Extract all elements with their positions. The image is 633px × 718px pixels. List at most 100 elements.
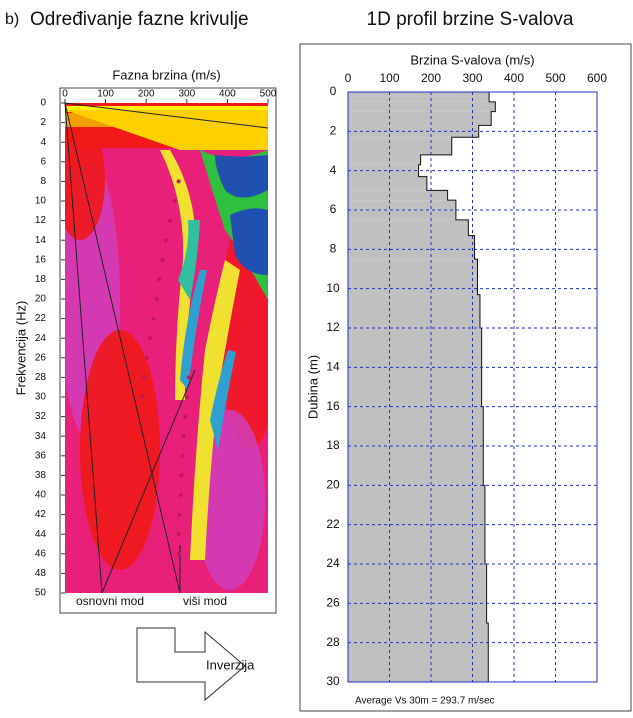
arrow	[136, 627, 246, 702]
x-axis-label: Brzina S-valova (m/s)	[410, 52, 534, 67]
layer	[348, 101, 496, 112]
layer	[348, 564, 487, 623]
y-tick-label: 4	[40, 137, 46, 148]
chart-title: 1D profil brzine S-valova	[367, 9, 574, 30]
y-tick-label: 30	[326, 674, 340, 688]
y-tick-label: 34	[35, 431, 47, 442]
layer	[348, 219, 469, 236]
y-tick-label: 18	[35, 274, 47, 285]
y-tick-label: 26	[326, 596, 340, 610]
picked-point	[177, 512, 182, 517]
y-tick-label: 16	[35, 254, 47, 265]
x-tick-label: 400	[504, 71, 524, 85]
x-tick-label: 500	[260, 89, 277, 100]
y-tick-label: 8	[330, 242, 337, 256]
y-axis-label: Frekvencija (Hz)	[13, 301, 28, 396]
y-tick-label: 22	[326, 517, 340, 531]
y-tick-label: 10	[35, 196, 47, 207]
picked-point	[172, 199, 177, 203]
y-tick-label: 12	[35, 215, 47, 226]
layer	[348, 259, 478, 295]
y-tick-label: 12	[326, 320, 340, 334]
y-tick-label: 6	[40, 156, 46, 167]
layer	[348, 111, 492, 126]
picked-point	[157, 277, 162, 282]
layer	[348, 137, 452, 155]
x-tick-label: 300	[462, 71, 482, 85]
y-tick-label: 24	[35, 333, 47, 344]
y-tick-label: 0	[40, 98, 46, 109]
picked-point	[160, 257, 165, 262]
layer	[348, 154, 421, 165]
layer	[348, 235, 475, 260]
y-tick-label: 50	[35, 588, 47, 599]
y-tick-label: 28	[35, 372, 47, 383]
x-tick-label: 200	[138, 89, 155, 100]
layer	[348, 92, 490, 102]
y-tick-label: 36	[35, 450, 47, 461]
profile-outline	[418, 92, 496, 682]
x-tick-label: 0	[345, 71, 352, 85]
panel-frame	[59, 87, 277, 614]
x-tick-label: 600	[587, 71, 607, 85]
chart-title: Određivanje fazne krivulje	[30, 9, 249, 30]
y-tick-label: 14	[326, 360, 340, 374]
y-tick-label: 16	[326, 399, 340, 413]
y-tick-label: 18	[326, 438, 340, 452]
picked-point	[178, 493, 183, 497]
layer	[348, 164, 419, 177]
x-tick-label: 300	[178, 89, 195, 100]
arrow-label: Inverzija	[206, 657, 255, 672]
y-tick-label: 42	[35, 509, 47, 520]
picked-point	[180, 453, 185, 458]
picked-point	[179, 473, 184, 478]
layer	[348, 125, 479, 138]
y-tick-label: 48	[35, 568, 47, 579]
picked-point	[186, 375, 191, 380]
x-tick-label: 100	[97, 89, 114, 100]
y-tick-label: 20	[326, 478, 340, 492]
y-tick-label: 40	[35, 490, 47, 501]
picked-point	[184, 395, 189, 399]
layer	[348, 200, 456, 220]
y-tick-label: 2	[330, 124, 337, 138]
y-tick-label: 26	[35, 352, 47, 363]
y-tick-label: 4	[330, 163, 337, 177]
picked-point	[151, 316, 156, 321]
y-tick-label: 6	[330, 202, 337, 216]
picked-point	[142, 375, 147, 380]
y-tick-label: 14	[35, 235, 47, 246]
picked-point	[183, 414, 188, 419]
y-tick-label: 32	[35, 411, 47, 422]
picked-point	[148, 336, 153, 341]
x-tick-label: 100	[379, 71, 399, 85]
panel-label: b)	[5, 11, 19, 28]
plot-frame	[347, 91, 598, 683]
y-tick-label: 10	[326, 281, 340, 295]
x-tick-label: 200	[421, 71, 441, 85]
fan-lines	[64, 102, 269, 594]
x-axis-label: Fazna brzina (m/s)	[112, 67, 220, 82]
y-tick-label: 20	[35, 294, 47, 305]
dispersion-image	[65, 103, 268, 593]
annotation: Average Vs 30m = 293.7 m/sec	[355, 696, 495, 707]
y-tick-label: 30	[35, 392, 47, 403]
annotation: osnovni mod	[76, 594, 144, 608]
y-tick-label: 2	[40, 117, 46, 128]
picked-point	[145, 355, 150, 360]
picked-point	[176, 551, 181, 556]
picked-point	[181, 434, 186, 439]
y-tick-label: 22	[35, 313, 47, 324]
layer	[348, 623, 489, 682]
y-tick-label: 0	[330, 84, 337, 98]
picked-point	[167, 218, 172, 223]
panel-frame	[299, 43, 632, 712]
picked-point	[176, 532, 181, 537]
y-tick-label: 28	[326, 635, 340, 649]
y-axis-label: Dubina (m)	[305, 355, 320, 419]
y-tick-label: 46	[35, 548, 47, 559]
y-tick-label: 44	[35, 529, 47, 540]
picked-point	[163, 238, 168, 243]
x-tick-label: 500	[545, 71, 565, 85]
